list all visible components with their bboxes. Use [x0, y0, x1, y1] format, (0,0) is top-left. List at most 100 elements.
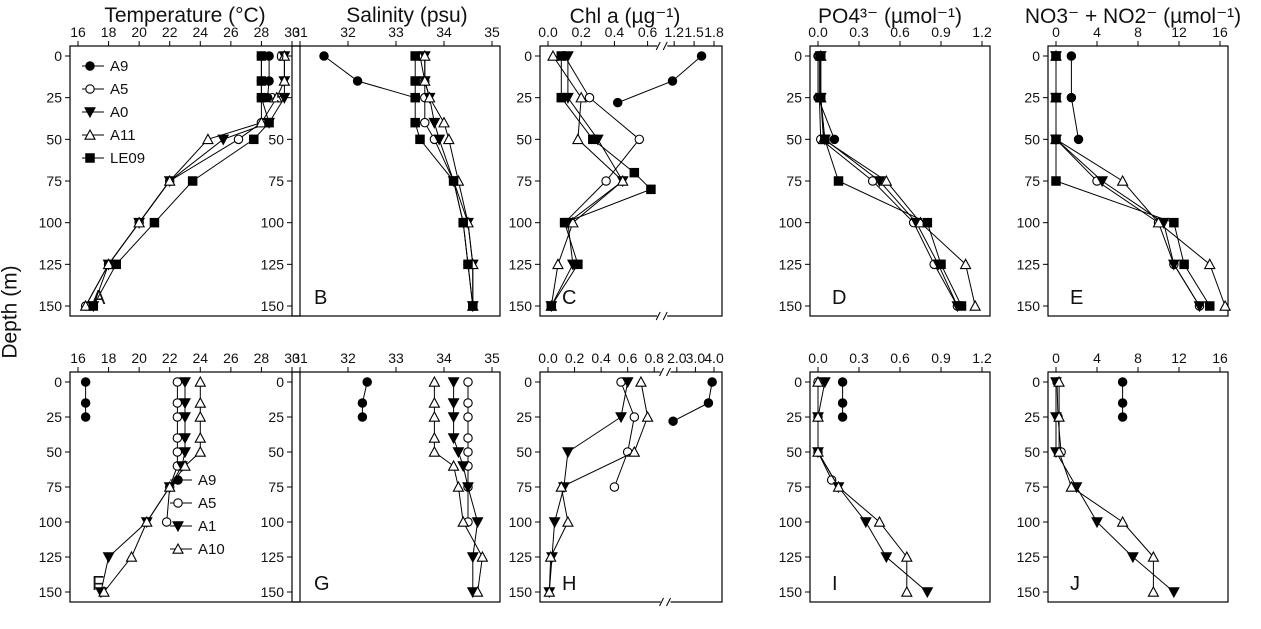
- y-tick-label: 25: [786, 409, 802, 425]
- series-line-A5: [613, 381, 635, 488]
- legend-marker: [85, 84, 95, 94]
- point-A1: [615, 412, 627, 424]
- point-A0: [278, 92, 291, 104]
- point-A11: [575, 91, 588, 103]
- x-tick-label: 4.0: [704, 350, 724, 366]
- legend-label: A11: [110, 127, 136, 144]
- axis-break-gap: [657, 312, 668, 320]
- point-A9: [80, 398, 91, 408]
- legend-label: A5: [198, 495, 216, 512]
- x-tick-label: 0.9: [931, 350, 951, 366]
- series-line-A10: [433, 382, 483, 593]
- point-A1: [466, 552, 479, 564]
- point-LE09: [815, 92, 826, 103]
- x-tick-label: 34: [436, 24, 452, 40]
- point-A0: [428, 117, 441, 129]
- point-LE09: [1051, 134, 1061, 145]
- y-tick-label: 125: [1017, 256, 1041, 272]
- y-tick-label: 75: [268, 173, 284, 189]
- point-A10: [832, 480, 845, 492]
- panel-B: 0 25 50 75 100 125 150 31 32 33 34 35 B: [261, 24, 501, 317]
- axis-break-mark: [655, 41, 661, 51]
- point-A10: [140, 515, 153, 527]
- point-A10: [1053, 445, 1065, 457]
- x-tick-label: 8: [1134, 24, 1142, 40]
- x-tick-label: 0.4: [591, 350, 611, 366]
- point-LE09: [1169, 217, 1179, 228]
- point-A9: [829, 134, 840, 145]
- series-line-LE09: [550, 56, 652, 307]
- x-tick-label: 0.4: [605, 24, 625, 40]
- point-A10: [1065, 480, 1078, 492]
- y-tick-label: 50: [46, 444, 62, 460]
- x-tick-label: 1.8: [704, 24, 724, 40]
- point-A10: [194, 431, 207, 443]
- legend-label: A10: [198, 541, 225, 558]
- series-line-A1: [100, 382, 186, 593]
- point-A1: [447, 433, 460, 445]
- point-A9: [1066, 51, 1077, 61]
- y-tick-label: 125: [261, 256, 285, 272]
- point-A10: [1116, 515, 1129, 527]
- x-tick-label: 0.8: [645, 350, 665, 366]
- point-A9: [837, 412, 848, 422]
- point-LE09: [1179, 259, 1189, 270]
- point-A5: [172, 398, 183, 408]
- point-A10: [428, 431, 441, 443]
- panel-letter: C: [562, 287, 576, 309]
- point-A1: [179, 412, 191, 424]
- axis-break-mark: [662, 41, 668, 51]
- point-A9: [703, 398, 714, 408]
- point-A5: [172, 433, 183, 443]
- column-title-po4: PO4³⁻ (µmol⁻¹): [818, 5, 962, 28]
- point-A11: [616, 174, 629, 186]
- panel-letter: E: [1070, 287, 1083, 309]
- y-tick-label: 0: [1032, 48, 1040, 64]
- point-A9: [837, 398, 848, 408]
- point-A9: [80, 377, 91, 387]
- point-A11: [1116, 174, 1129, 186]
- y-tick-label: 125: [261, 549, 285, 565]
- y-tick-label: 150: [39, 584, 63, 600]
- point-A9: [357, 412, 368, 422]
- y-tick-label: 75: [46, 479, 62, 495]
- point-LE09: [646, 184, 656, 195]
- x-tick-label: 22: [162, 350, 178, 366]
- y-tick-label: 150: [1017, 584, 1041, 600]
- point-A10: [900, 550, 913, 562]
- y-tick-label: 75: [1024, 173, 1040, 189]
- point-A9: [1066, 92, 1077, 103]
- legend-marker: [84, 107, 96, 119]
- point-LE09: [556, 51, 567, 61]
- point-A10: [163, 480, 176, 492]
- y-tick-label: 25: [268, 90, 284, 106]
- point-A10: [476, 550, 489, 562]
- point-A5: [584, 92, 595, 103]
- panel-G: 0 25 50 75 100 125 150 31 32 33 34 35 G: [261, 350, 501, 603]
- point-LE09: [410, 76, 420, 86]
- x-tick-label: 32: [340, 24, 356, 40]
- x-tick-label: 0.6: [890, 350, 910, 366]
- y-tick-label: 25: [268, 409, 284, 425]
- series-line-A10: [817, 382, 908, 592]
- point-A10: [447, 459, 460, 471]
- column-title-chl: Chl a (µg⁻¹): [569, 5, 681, 28]
- point-A10: [452, 480, 465, 492]
- x-tick-label: 22: [162, 24, 178, 40]
- point-LE09: [588, 134, 598, 145]
- y-tick-label: 25: [46, 90, 62, 106]
- series-line-A5: [1055, 56, 1200, 307]
- point-LE09: [573, 259, 583, 270]
- point-LE09: [1051, 92, 1061, 103]
- point-A1: [457, 461, 470, 473]
- point-A11: [278, 74, 291, 86]
- legend-label: A0: [110, 104, 128, 121]
- point-A10: [428, 410, 441, 422]
- point-LE09: [448, 176, 459, 186]
- point-LE09: [629, 167, 640, 178]
- y-tick-label: 75: [786, 173, 802, 189]
- point-A10: [194, 396, 207, 408]
- y-tick-label: 0: [524, 374, 532, 390]
- x-tick-label: 31: [292, 24, 308, 40]
- x-tick-label: 0.3: [849, 350, 869, 366]
